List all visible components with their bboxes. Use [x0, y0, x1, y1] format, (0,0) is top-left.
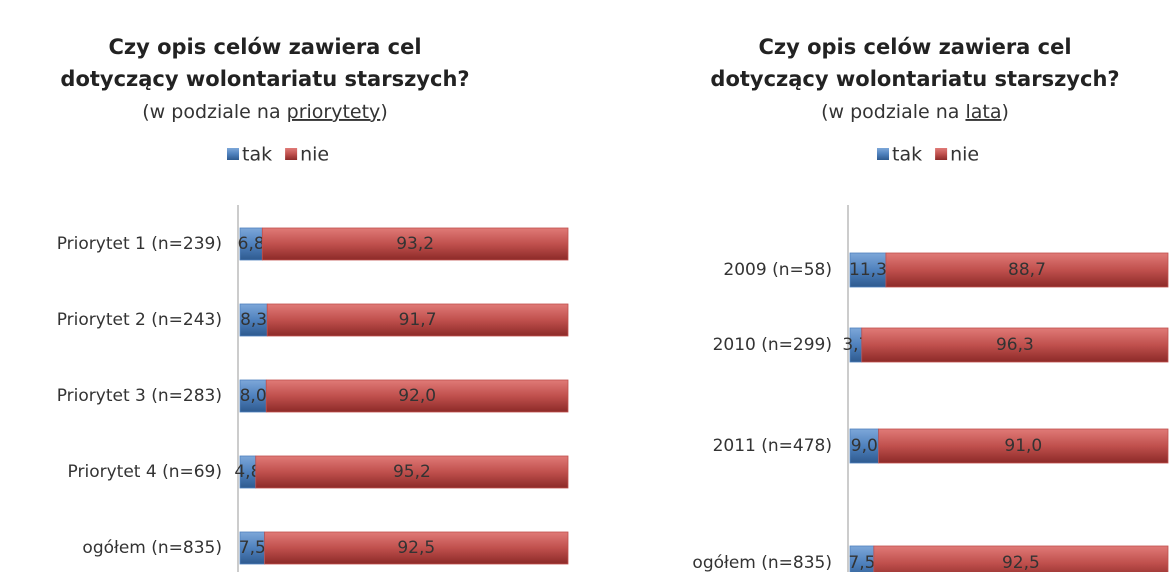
subtitle-part: priorytety: [287, 101, 381, 123]
bar-segment: [861, 327, 1169, 363]
value-label: 6,8: [238, 234, 265, 254]
bar-segment: [873, 545, 1169, 576]
subtitle-part: lata: [965, 101, 1001, 123]
bar-segment: [264, 531, 569, 565]
legend-label: tak: [892, 144, 922, 166]
bar-segment: [878, 428, 1169, 464]
chart-title: Czy opis celów zawiera cel: [108, 35, 421, 59]
value-label: 91,0: [1004, 436, 1042, 456]
chart-title: dotyczący wolontariatu starszych?: [710, 67, 1119, 91]
bar-segment: [261, 227, 569, 261]
bar-segment: [255, 455, 569, 489]
bar-segment: [849, 252, 887, 288]
chart-title: Czy opis celów zawiera cel: [758, 35, 1071, 59]
bar-segment: [885, 252, 1169, 288]
value-label: 7,5: [848, 553, 875, 572]
legend-label: tak: [242, 144, 272, 166]
value-label: 8,3: [240, 310, 267, 330]
category-label: Priorytet 4 (n=69): [68, 462, 222, 482]
chart-subtitle: (w podziale na priorytety): [142, 101, 387, 123]
value-label: 92,5: [397, 538, 435, 558]
chart-subtitle: (w podziale na lata): [821, 101, 1009, 123]
chart: Czy opis celów zawiera cel dotyczący wolo…: [692, 35, 1169, 576]
chart-title: dotyczący wolontariatu starszych?: [60, 67, 469, 91]
category-label: 2011 (n=478): [713, 436, 832, 456]
legend-label: nie: [950, 144, 979, 166]
legend-swatch: [227, 148, 239, 160]
value-label: 92,5: [1002, 553, 1040, 572]
value-label: 88,7: [1008, 260, 1046, 280]
value-label: 8,0: [240, 386, 267, 406]
category-label: 2010 (n=299): [713, 335, 832, 355]
category-label: ogółem (n=835): [692, 553, 832, 572]
value-label: 96,3: [996, 335, 1034, 355]
subtitle-part: (w podziale na: [142, 101, 286, 123]
bar-segment: [239, 303, 268, 337]
value-label: 4,8: [234, 462, 261, 482]
bar-segment: [239, 531, 266, 565]
value-label: 91,7: [399, 310, 437, 330]
value-label: 92,0: [398, 386, 436, 406]
subtitle-part: ): [380, 101, 387, 123]
bar-segment: [239, 379, 267, 413]
value-label: 7,5: [239, 538, 266, 558]
legend-swatch: [285, 148, 298, 160]
bar-segment: [266, 303, 569, 337]
value-label: 95,2: [393, 462, 431, 482]
subtitle-part: (w podziale na: [821, 101, 965, 123]
value-label: 9,0: [851, 436, 878, 456]
legend-label: nie: [300, 144, 329, 166]
subtitle-part: ): [1001, 101, 1008, 123]
bar-segment: [265, 379, 569, 413]
category-label: ogółem (n=835): [82, 538, 222, 558]
category-label: 2009 (n=58): [723, 260, 832, 280]
legend-swatch: [877, 148, 889, 160]
value-label: 93,2: [396, 234, 434, 254]
category-label: Priorytet 2 (n=243): [57, 310, 222, 330]
legend-swatch: [935, 148, 948, 160]
category-label: Priorytet 3 (n=283): [57, 386, 222, 406]
value-label: 11,3: [849, 260, 887, 280]
chart: Czy opis celów zawiera cel dotyczący wolo…: [57, 35, 569, 572]
category-label: Priorytet 1 (n=239): [57, 234, 222, 254]
